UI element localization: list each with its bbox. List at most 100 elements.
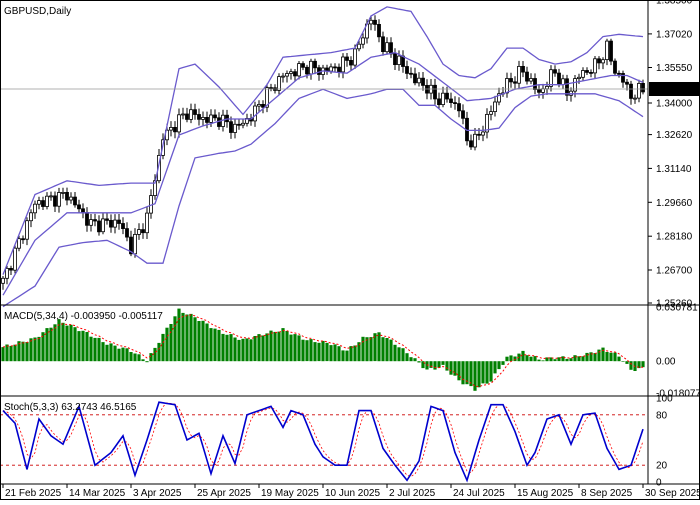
macd-histogram-bar: [229, 334, 233, 362]
macd-histogram-bar: [525, 355, 529, 362]
macd-histogram-bar: [237, 339, 241, 362]
candle-body: [469, 140, 473, 148]
candle-body: [489, 111, 493, 115]
stochastic-label: Stoch(5,3,3) 63.2743 46.5165: [4, 402, 137, 413]
candle-body: [89, 219, 93, 226]
macd-histogram-bar: [513, 356, 517, 362]
date-tick-label: 10 Jun 2025: [325, 488, 380, 499]
macd-histogram-bar: [133, 353, 137, 362]
macd-histogram-bar: [637, 361, 641, 369]
macd-histogram-bar: [241, 338, 245, 362]
macd-histogram-bar: [197, 321, 201, 362]
candle-body: [105, 218, 109, 221]
candle-body: [445, 92, 449, 100]
candle-body: [253, 105, 257, 122]
candle-body: [421, 77, 425, 86]
candle-body: [573, 78, 577, 92]
stochastic-main-line: [2, 401, 644, 483]
macd-histogram-bar: [257, 334, 261, 362]
macd-tick-label: 0.030781: [656, 303, 698, 314]
candle-body: [493, 101, 497, 113]
macd-histogram-bar: [533, 356, 537, 362]
price-tick-label: 1.28180: [656, 232, 693, 243]
date-tick-label: 3 Apr 2025: [133, 488, 182, 499]
macd-histogram-bar: [437, 361, 441, 368]
candle-body: [545, 86, 549, 90]
candle-body: [9, 267, 13, 271]
macd-histogram-bar: [41, 332, 45, 362]
macd-histogram-bar: [333, 344, 337, 362]
macd-histogram-bar: [457, 361, 461, 381]
candle-body: [441, 92, 445, 105]
macd-histogram-bar: [365, 337, 369, 362]
candle-body: [205, 117, 209, 123]
candle-body: [305, 66, 309, 75]
candle-body: [317, 67, 321, 75]
candle-body: [369, 19, 373, 25]
candle-body: [201, 117, 205, 120]
candle-body: [25, 220, 29, 240]
candle-body: [609, 40, 613, 62]
candle-body: [537, 89, 541, 93]
candle-body: [509, 78, 513, 83]
candle-body: [177, 114, 181, 133]
candle-body: [641, 83, 645, 93]
macd-histogram-bar: [81, 330, 85, 362]
macd-histogram-bar: [345, 350, 349, 362]
macd-histogram-bar: [45, 328, 49, 362]
price-tick-label: 1.32620: [656, 130, 693, 141]
candle-body: [289, 71, 293, 74]
candle-body: [357, 43, 361, 50]
candle-body: [169, 127, 173, 131]
macd-histogram-bar: [165, 327, 169, 362]
macd-histogram-bar: [337, 346, 341, 362]
macd-histogram-bar: [497, 361, 501, 370]
date-tick-label: 8 Sep 2025: [581, 488, 633, 499]
macd-histogram-bar: [617, 356, 621, 362]
macd-histogram-bar: [205, 323, 209, 362]
candle-body: [241, 122, 245, 126]
candle-body: [293, 71, 297, 77]
macd-histogram-bar: [321, 340, 325, 362]
candle-body: [341, 56, 345, 73]
macd-histogram-bar: [609, 352, 613, 362]
candle-body: [29, 212, 33, 222]
candle-body: [173, 127, 177, 133]
candle-body: [257, 104, 261, 107]
candle-body: [189, 109, 193, 120]
macd-histogram-bar: [413, 358, 417, 362]
macd-histogram-bar: [405, 353, 409, 362]
macd-histogram-bar: [361, 336, 365, 362]
candle-body: [181, 113, 185, 116]
macd-histogram-bar: [109, 343, 113, 362]
macd-histogram-bar: [49, 327, 53, 362]
macd-histogram-bar: [25, 342, 29, 362]
candle-body: [73, 196, 77, 206]
macd-histogram-bar: [125, 348, 129, 362]
macd-histogram-bar: [597, 349, 601, 362]
macd-histogram-bar: [213, 328, 217, 362]
candle-body: [505, 78, 509, 94]
candle-body: [77, 204, 81, 210]
macd-histogram-bar: [605, 352, 609, 362]
candle-body: [525, 71, 529, 82]
candle-body: [457, 103, 461, 112]
macd-histogram-bar: [501, 361, 505, 365]
macd-histogram-bar: [73, 327, 77, 362]
price-tick-label: 1.35550: [656, 63, 693, 74]
candle-body: [437, 98, 441, 106]
candle-body: [237, 123, 241, 126]
macd-histogram-bar: [541, 360, 545, 362]
price-tick-label: 1.37020: [656, 29, 693, 40]
candle-body: [377, 23, 381, 38]
macd-histogram-bar: [313, 342, 317, 362]
candle-body: [117, 219, 121, 224]
macd-histogram-bar: [33, 337, 37, 362]
macd-histogram-bar: [309, 339, 313, 362]
price-tick-label: 1.25260: [656, 299, 693, 310]
macd-histogram-bar: [477, 361, 481, 388]
candle-body: [41, 200, 45, 207]
macd-histogram-bar: [97, 337, 101, 362]
macd-histogram-bar: [181, 312, 185, 362]
candle-body: [485, 114, 489, 133]
